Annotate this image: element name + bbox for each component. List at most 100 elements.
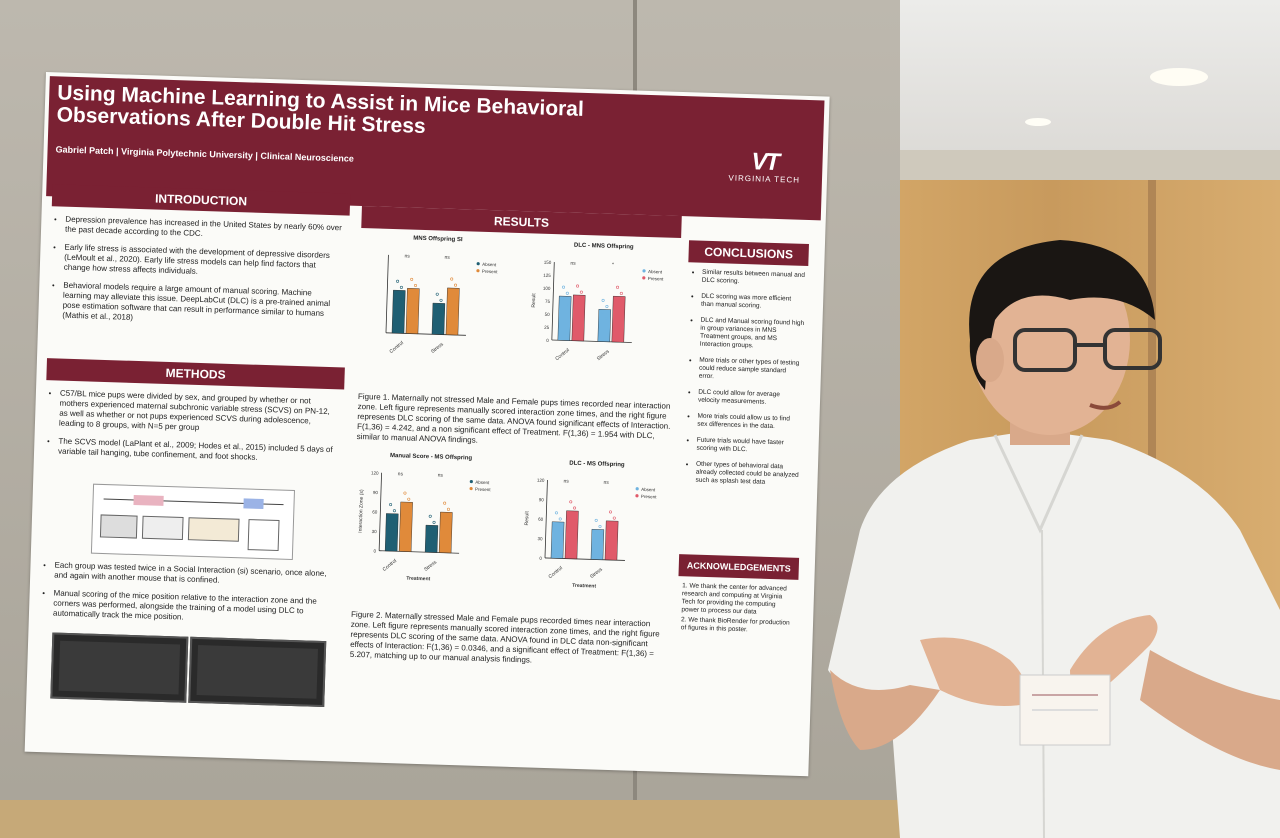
ceiling-light-small	[1025, 118, 1051, 126]
y-axis	[551, 262, 555, 341]
vt-name: VIRGINIA TECH	[728, 173, 801, 185]
data-point	[565, 291, 569, 295]
x-tick-label: Control	[548, 565, 564, 580]
vt-logo: VT VIRGINIA TECH	[728, 148, 801, 185]
bar	[550, 521, 565, 559]
legend-marker	[635, 494, 639, 498]
bar	[431, 302, 446, 335]
acknowledgements-heading: ACKNOWLEDGEMENTS	[678, 554, 800, 580]
data-point	[615, 297, 619, 301]
data-point	[389, 503, 393, 507]
data-point	[605, 316, 609, 320]
data-point	[454, 283, 458, 287]
bar	[438, 511, 453, 554]
data-point	[605, 304, 609, 308]
data-point	[579, 290, 583, 294]
data-point	[554, 511, 558, 515]
chart-svg-ms-dlc: 0 30 60 90 120 Result ns Control ns Stress Treatme…	[524, 478, 657, 590]
chart-mns-manual: MNS Offspring SI ns Control ns Stress Absent…	[359, 234, 513, 381]
significance-label: ns	[603, 480, 609, 486]
significance-label: ns	[563, 478, 569, 484]
y-axis-label: Result	[531, 293, 537, 308]
bar	[445, 287, 460, 336]
data-point	[413, 283, 417, 287]
data-point	[406, 509, 410, 513]
data-point	[558, 517, 562, 521]
y-axis	[385, 254, 389, 333]
data-point	[432, 520, 436, 524]
figure2-caption: Figure 2. Maternally stressed Male and F…	[349, 609, 660, 665]
y-tick-label: 30	[537, 536, 543, 541]
bar	[384, 513, 399, 552]
legend-marker	[476, 262, 480, 266]
conclusion-bullet: Future trials would have faster scoring …	[696, 437, 800, 456]
data-point	[612, 516, 616, 520]
conclusion-bullet: Similar results between manual and DLC s…	[702, 269, 806, 288]
data-point	[594, 530, 598, 534]
data-point	[450, 277, 454, 281]
data-point	[435, 292, 439, 296]
y-tick-label: 125	[543, 273, 551, 278]
data-point	[608, 522, 612, 526]
data-point	[568, 512, 572, 516]
x-tick-label: Control	[389, 340, 405, 355]
vt-mark: VT	[750, 148, 779, 177]
legend-marker	[476, 269, 480, 273]
data-point	[435, 304, 439, 308]
legend-label: Absent	[482, 262, 497, 267]
data-point	[407, 497, 411, 501]
data-point	[439, 298, 443, 302]
legend-marker	[642, 276, 646, 280]
data-point	[561, 285, 565, 289]
bar	[611, 295, 626, 343]
data-point	[439, 310, 443, 314]
introduction-text: Depression prevalence has increased in t…	[50, 214, 343, 337]
bar	[564, 510, 579, 560]
y-tick-label: 60	[538, 517, 544, 522]
conclusion-bullet: DLC could allow for average velocity mea…	[698, 389, 802, 408]
significance-label: ns	[444, 255, 450, 261]
legend-marker	[469, 479, 473, 484]
data-point	[573, 506, 577, 510]
conclusion-bullet: Other types of behavioral data already c…	[695, 461, 800, 488]
y-tick-label: 120	[537, 478, 545, 483]
data-point	[403, 491, 407, 495]
bar	[597, 309, 612, 343]
legend-marker	[635, 487, 639, 491]
acknowledgements-text: 1. We thank the center for advanced rese…	[681, 582, 795, 635]
legend-label: Present	[641, 494, 657, 500]
methods-bullet: The SCVS model (LaPlant et al., 2009; Ho…	[58, 437, 336, 466]
conclusions-heading: CONCLUSIONS	[688, 240, 809, 267]
data-point	[392, 521, 396, 525]
data-point	[565, 303, 569, 307]
y-tick-label: 0	[374, 549, 377, 554]
legend-label: Absent	[641, 487, 656, 492]
data-point	[561, 297, 565, 301]
y-tick-label: 75	[545, 299, 551, 304]
data-point	[601, 298, 605, 302]
chart-ms-dlc: DLC - MS Offspring 0 30 60 90 120 Result ns Con…	[518, 459, 672, 606]
data-point	[572, 518, 576, 522]
conclusion-bullet: DLC scoring was more efficient than manu…	[701, 293, 805, 312]
conclusion-bullet: More trials or other types of testing co…	[699, 357, 804, 384]
bar	[424, 524, 439, 553]
data-point	[601, 310, 605, 314]
data-point	[428, 514, 432, 518]
white-shirt	[828, 430, 1280, 838]
data-point	[446, 507, 450, 511]
data-point	[616, 285, 620, 289]
y-tick-label: 50	[545, 312, 551, 317]
chart-svg-mns-dlc: 0 25 50 75 100 125 150 Result ns Control * Stress Ab…	[531, 260, 664, 362]
data-point	[395, 291, 399, 295]
bar	[557, 295, 572, 341]
left-hand	[920, 637, 1026, 706]
y-tick-label: 100	[543, 286, 551, 291]
bar	[590, 529, 605, 560]
data-point	[442, 513, 446, 517]
significance-label: ns	[398, 471, 404, 477]
data-point	[396, 279, 400, 283]
legend-label: Absent	[648, 269, 663, 274]
x-tick-label: Stress	[589, 566, 604, 580]
data-point	[453, 295, 457, 299]
legend-label: Present	[648, 276, 664, 282]
